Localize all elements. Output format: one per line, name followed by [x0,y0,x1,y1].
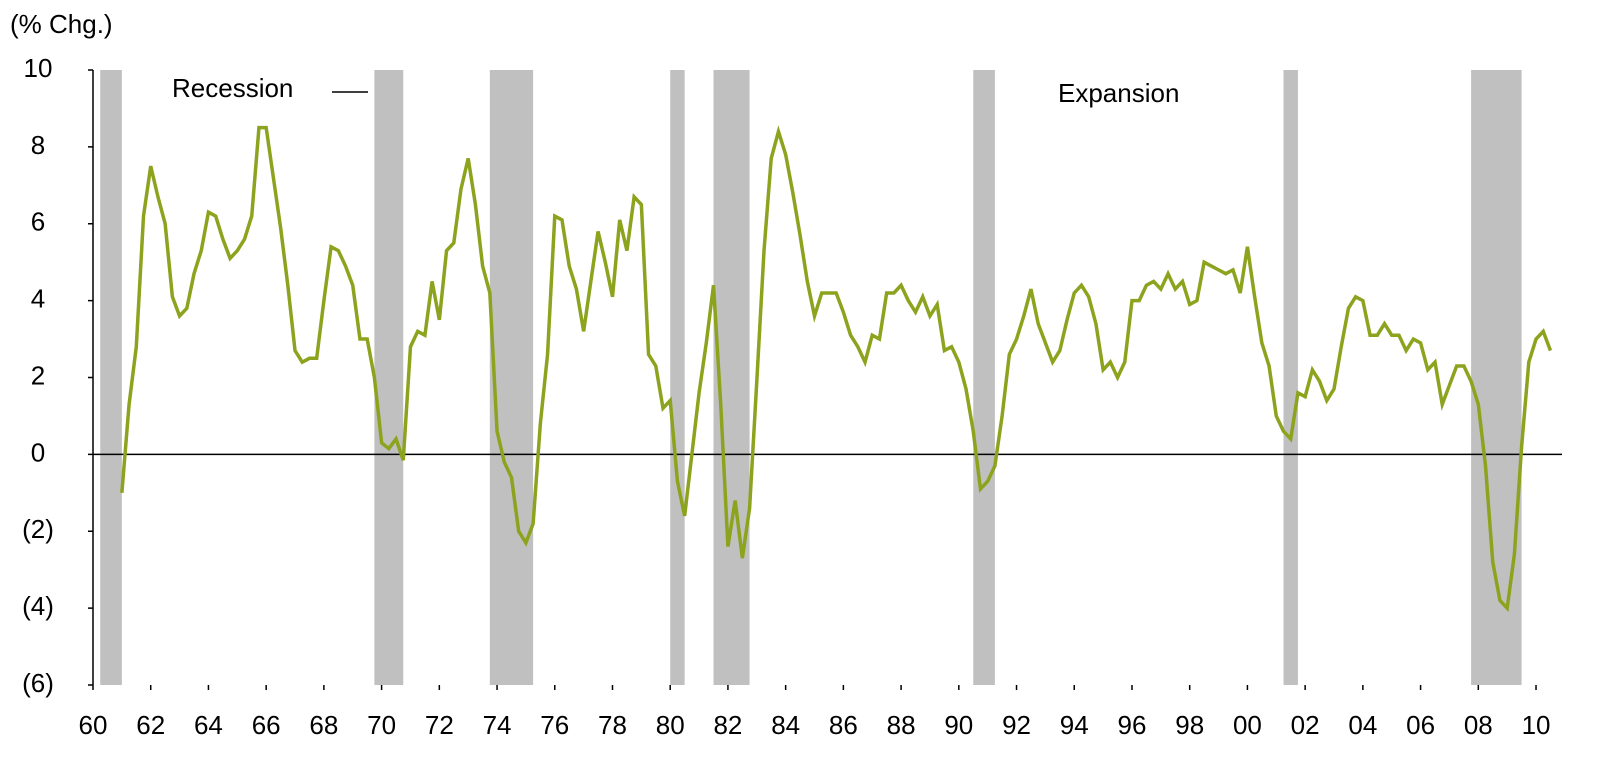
recession-band [374,70,404,685]
y-tick-label: (4) [22,591,54,621]
x-tick-label: 60 [79,710,108,740]
x-tick-label: 62 [136,710,165,740]
recession-band [670,70,685,685]
x-tick-label: 76 [540,710,569,740]
y-tick-label: 4 [31,284,45,314]
x-tick-label: 08 [1464,710,1493,740]
x-tick-label: 84 [771,710,800,740]
x-tick-label: 80 [656,710,685,740]
y-tick-label: (6) [22,668,54,698]
x-tick-label: 88 [887,710,916,740]
x-tick-label: 00 [1233,710,1262,740]
x-tick-label: 94 [1060,710,1089,740]
recession-band [100,70,122,685]
recession-annotation: Recession [172,73,293,103]
data-line [120,125,1553,613]
x-tick-label: 64 [194,710,223,740]
x-tick-label: 72 [425,710,454,740]
y-tick-label: 8 [31,130,45,160]
x-tick-label: 98 [1175,710,1204,740]
y-tick-label: 2 [31,360,45,390]
recession-band [1471,70,1522,685]
x-tick-label: 02 [1291,710,1320,740]
x-tick-label: 66 [252,710,281,740]
x-tick-label: 78 [598,710,627,740]
y-tick-label: 0 [31,437,45,467]
y-tick-label: 6 [31,207,45,237]
unit-label: (% Chg.) [10,9,113,39]
recession-band [489,70,534,685]
x-tick-label: 06 [1406,710,1435,740]
x-tick-label: 86 [829,710,858,740]
x-tick-label: 90 [944,710,973,740]
expansion-annotation: Expansion [1058,78,1179,108]
x-tick-label: 10 [1522,710,1551,740]
x-tick-label: 70 [367,710,396,740]
plot [120,125,1553,613]
x-tick-label: 74 [483,710,512,740]
x-tick-label: 92 [1002,710,1031,740]
recession-band [1283,70,1298,685]
x-tick-label: 96 [1118,710,1147,740]
x-tick-label: 82 [713,710,742,740]
recession-band [973,70,995,685]
y-tick-label: (2) [22,514,54,544]
y-tick-label: 10 [24,53,53,83]
recession-bands [100,70,1522,685]
x-tick-label: 04 [1348,710,1377,740]
x-tick-label: 68 [309,710,338,740]
